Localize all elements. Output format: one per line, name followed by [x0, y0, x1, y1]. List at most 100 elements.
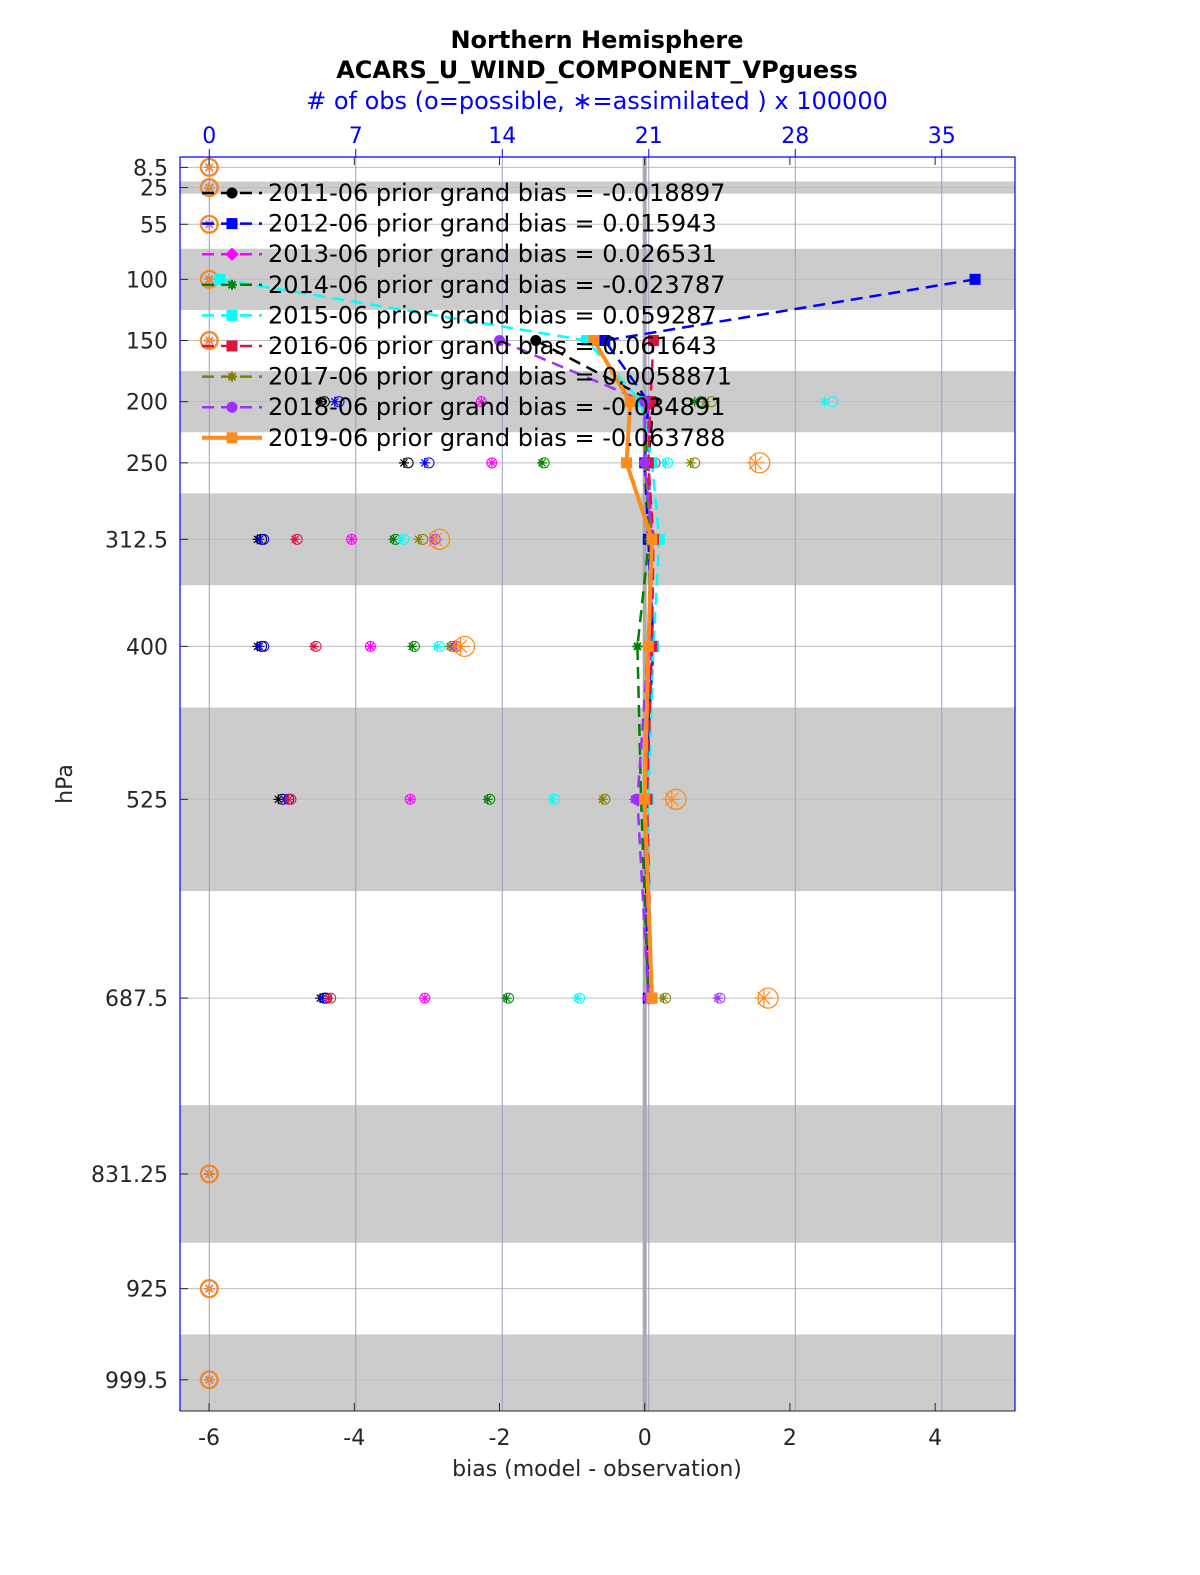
assimilated-count-marker	[254, 534, 265, 545]
assimilated-count-marker	[273, 794, 284, 805]
y-tick-label: 925	[126, 1278, 168, 1303]
legend-marker	[226, 432, 238, 444]
assimilated-count-marker	[329, 396, 340, 407]
assimilated-count-marker	[746, 453, 765, 472]
legend-label: 2016-06 prior grand bias = 0.061643	[268, 332, 717, 360]
assimilated-count-marker	[712, 993, 723, 1004]
zero-count-possible-marker	[200, 332, 218, 350]
top-tick-label: 21	[635, 124, 663, 149]
y-tick-label: 55	[140, 213, 168, 238]
series-layer	[199, 157, 981, 1390]
top-tick-label: 28	[781, 124, 809, 149]
assimilated-count-marker	[315, 396, 326, 407]
legend-marker	[226, 340, 238, 352]
y-tick-label: 8.5	[133, 156, 168, 181]
legend-label: 2015-06 prior grand bias = 0.059287	[268, 301, 717, 329]
assimilated-count-marker	[413, 534, 424, 545]
zero-count-possible-marker	[200, 1280, 218, 1298]
legend-label: 2017-06 prior grand bias = 0.0058871	[268, 363, 732, 391]
x-tick-label: 0	[638, 1426, 652, 1451]
bias-marker	[646, 992, 658, 1004]
zero-count-possible-marker	[200, 1371, 218, 1389]
zero-count-possible-marker	[200, 1165, 218, 1183]
y-tick-label: 687.5	[105, 987, 168, 1012]
legend-marker	[225, 247, 239, 261]
y-tick-label: 150	[126, 330, 168, 355]
zero-count-possible-marker	[199, 214, 219, 234]
bias-marker	[624, 396, 636, 408]
assimilated-count-marker	[658, 993, 669, 1004]
zero-count-assimilated-marker	[204, 1283, 215, 1294]
assimilated-count-marker	[323, 993, 334, 1004]
assimilated-count-marker	[254, 641, 265, 652]
assimilated-count-marker	[346, 534, 357, 545]
legend-marker	[226, 218, 238, 230]
legend-marker	[226, 187, 238, 199]
assimilated-count-marker	[662, 790, 681, 809]
legend-label: 2012-06 prior grand bias = 0.015943	[268, 210, 717, 238]
x-tick-label: -4	[343, 1426, 365, 1451]
y-tick-label: 100	[126, 268, 168, 293]
zero-count-assimilated-marker	[204, 182, 215, 193]
assimilated-count-marker	[283, 794, 294, 805]
zero-count-possible-marker	[199, 1164, 219, 1184]
assimilated-count-marker	[486, 457, 497, 468]
bias-marker	[639, 457, 651, 469]
bias-marker	[530, 335, 542, 347]
assimilated-count-marker	[398, 457, 409, 468]
x-tick-label: -6	[198, 1426, 220, 1451]
y-tick-label: 200	[126, 391, 168, 416]
legend-marker	[226, 309, 238, 321]
assimilated-count-marker	[317, 993, 328, 1004]
y-axis-label: hPa	[53, 764, 78, 804]
zero-count-assimilated-marker	[204, 1168, 215, 1179]
bias-marker	[493, 335, 505, 347]
zero-count-possible-marker	[199, 1370, 219, 1390]
top-tick-label: 0	[202, 124, 216, 149]
assimilated-count-marker	[432, 641, 443, 652]
assimilated-count-marker	[547, 794, 558, 805]
y-tick-label: 999.5	[105, 1369, 168, 1394]
x-tick-label: 2	[783, 1426, 797, 1451]
assimilated-count-marker	[365, 641, 376, 652]
zero-count-assimilated-marker	[204, 274, 215, 285]
assimilated-count-marker	[537, 457, 548, 468]
bias-marker	[588, 335, 600, 347]
y-tick-label: 831.25	[91, 1163, 168, 1188]
zero-count-possible-marker	[200, 179, 218, 197]
bias-marker	[639, 793, 651, 805]
assimilated-count-marker	[405, 794, 416, 805]
bias-marker	[647, 335, 659, 347]
plot-area: -6 -4 -2 0 2 4 0 7 14 21 28 35 8.525 55 100 150 200 250 31…	[91, 124, 1016, 1451]
assimilated-count-marker	[407, 641, 418, 652]
assimilated-count-marker	[419, 993, 430, 1004]
assimilated-count-marker	[482, 794, 493, 805]
assimilated-count-marker	[597, 794, 608, 805]
x-tick-label: -2	[489, 1426, 511, 1451]
legend-label: 2013-06 prior grand bias = 0.026531	[268, 240, 717, 268]
bias-marker	[969, 273, 981, 285]
chart-subtitle: ACARS_U_WIND_COMPONENT_VPguess	[336, 56, 858, 84]
top-tick-label: 35	[928, 124, 956, 149]
legend: 2011-06 prior grand bias = -0.018897 2012…	[202, 179, 732, 452]
y-tick-label: 250	[126, 452, 168, 477]
assimilated-count-marker	[308, 641, 319, 652]
assimilated-count-marker	[572, 993, 583, 1004]
shaded-band	[180, 1334, 1015, 1411]
assimilated-count-marker	[426, 530, 445, 549]
assimilated-count-marker	[501, 993, 512, 1004]
y-tick-label: 312.5	[105, 528, 168, 553]
bias-marker	[621, 457, 633, 469]
assimilated-count-marker	[388, 534, 399, 545]
zero-count-possible-marker	[199, 177, 219, 198]
top-axis-label: # of obs (o=possible, ∗=assimilated ) x …	[306, 87, 888, 115]
assimilated-count-marker	[451, 637, 470, 656]
legend-label: 2014-06 prior grand bias = -0.023787	[268, 271, 725, 299]
assimilated-count-marker	[476, 396, 487, 407]
assimilated-count-marker	[660, 457, 671, 468]
assimilated-count-marker	[754, 989, 773, 1008]
zero-count-possible-marker	[200, 215, 218, 233]
assimilated-count-marker	[685, 457, 696, 468]
bias-line	[636, 401, 651, 999]
